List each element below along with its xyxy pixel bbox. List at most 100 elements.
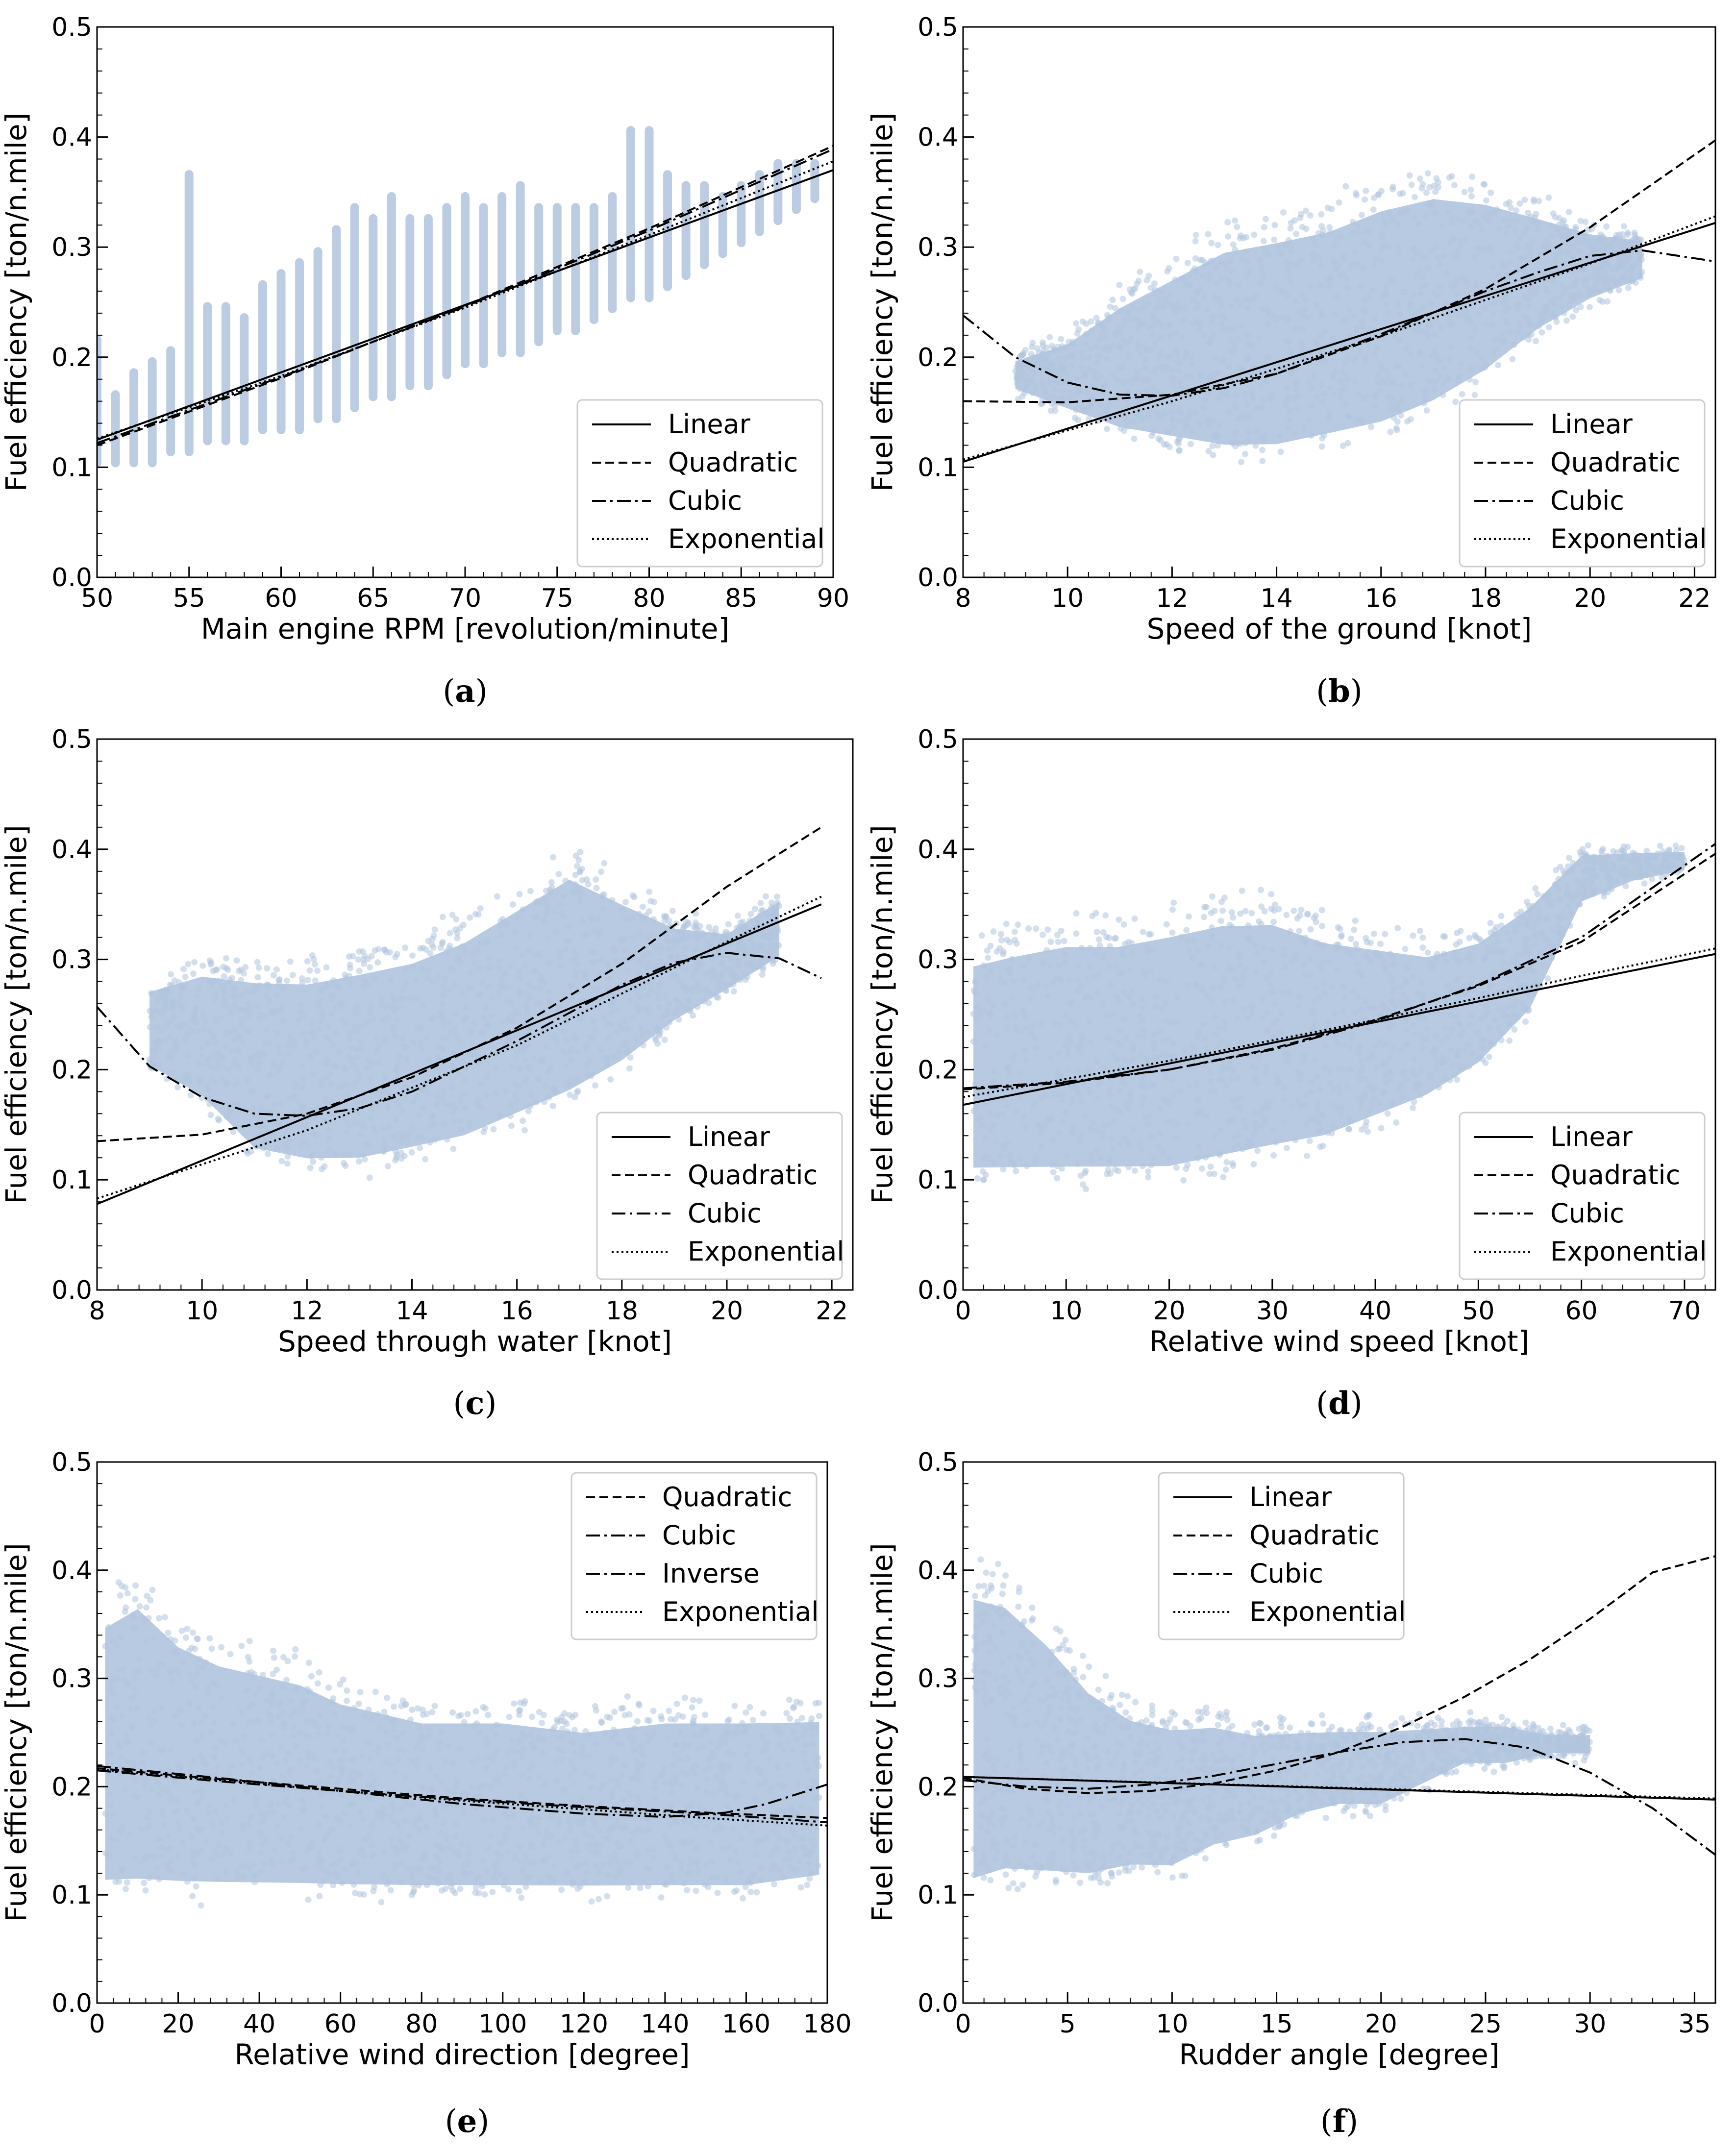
scatter-point [1104, 355, 1111, 362]
scatter-point [1098, 411, 1105, 418]
scatter-point [1136, 1139, 1143, 1146]
scatter-point [1057, 1022, 1064, 1029]
scatter-point [1346, 306, 1353, 313]
scatter-point [541, 1098, 547, 1105]
scatter-point [1307, 212, 1314, 219]
scatter-point [1056, 355, 1063, 362]
scatter-point [1283, 1145, 1290, 1152]
scatter-point [1447, 356, 1454, 363]
scatter-point [1565, 302, 1572, 309]
panel-caption-letter: a [455, 673, 475, 710]
scatter-point [1150, 322, 1157, 329]
scatter-point [332, 1029, 339, 1036]
x-tick-label: 12 [291, 1296, 323, 1326]
scatter-point [978, 932, 985, 939]
scatter-point [460, 1017, 467, 1024]
scatter-point [1190, 268, 1196, 274]
scatter-point [480, 1029, 487, 1036]
scatter-point [562, 877, 569, 884]
scatter-point [290, 1093, 297, 1100]
scatter-point [1466, 209, 1473, 216]
scatter-point [1393, 363, 1400, 370]
scatter-point [442, 975, 448, 982]
scatter-point [409, 1125, 416, 1132]
scatter-point [1461, 1028, 1467, 1035]
scatter-point [1020, 1113, 1027, 1120]
scatter-point [1365, 294, 1372, 301]
scatter-point [1160, 1095, 1166, 1102]
scatter-point [1271, 236, 1278, 243]
scatter-point [1237, 910, 1244, 917]
scatter-point [574, 1077, 581, 1084]
legend-label-quadratic: Quadratic [668, 447, 798, 478]
scatter-point [1505, 1003, 1512, 1010]
scatter-point [246, 1027, 253, 1034]
scatter-point [1454, 930, 1461, 937]
scatter-point [1082, 341, 1089, 347]
scatter-point [1281, 1084, 1288, 1091]
scatter-point [1394, 220, 1401, 227]
scatter-point [1467, 223, 1474, 230]
scatter-point [1212, 1133, 1218, 1139]
scatter-point [245, 989, 251, 995]
scatter-point [430, 932, 437, 939]
scatter-point [1574, 239, 1581, 246]
scatter-point [633, 1001, 640, 1008]
scatter-point [1548, 898, 1555, 905]
scatter-point [1427, 322, 1434, 328]
scatter-point [1443, 1034, 1450, 1041]
scatter-point [656, 949, 663, 956]
scatter-point [1411, 327, 1418, 334]
scatter-point [1530, 924, 1537, 931]
scatter-point [467, 969, 473, 976]
scatter-point [1346, 1126, 1353, 1133]
scatter-point [1302, 934, 1309, 941]
scatter-point [984, 973, 991, 980]
scatter-point [1326, 410, 1333, 417]
scatter-point [1368, 1099, 1375, 1106]
y-tick-label: 0.5 [918, 13, 958, 42]
scatter-point [735, 957, 742, 964]
scatter-point [1070, 1123, 1077, 1130]
scatter-point [1285, 237, 1292, 244]
scatter-point [1166, 332, 1173, 339]
scatter-point [1420, 996, 1427, 1003]
scatter-point [1217, 302, 1224, 309]
scatter-point [1258, 262, 1265, 269]
scatter-point [1038, 1020, 1044, 1027]
scatter-point [593, 885, 600, 892]
scatter-point [403, 981, 410, 988]
scatter-point [325, 1146, 332, 1153]
scatter-point [1324, 204, 1331, 211]
scatter-point [1235, 282, 1242, 289]
scatter-point [1467, 345, 1474, 352]
scatter-point [566, 1050, 572, 1057]
scatter-point [1135, 318, 1141, 324]
scatter-point [1023, 1163, 1030, 1169]
scatter-point [743, 959, 750, 966]
scatter-point [384, 1163, 391, 1169]
scatter-point [1006, 1071, 1013, 1078]
scatter-band [442, 203, 451, 379]
scatter-point [1044, 926, 1051, 933]
scatter-point [1013, 940, 1020, 947]
scatter-point [1432, 992, 1438, 999]
scatter-point [772, 941, 779, 948]
scatter-point [1025, 925, 1032, 932]
scatter-point [993, 1112, 1000, 1119]
scatter-point [356, 967, 363, 974]
scatter-point [400, 1132, 407, 1139]
scatter-point [596, 970, 603, 977]
scatter-point [1229, 997, 1236, 1004]
scatter-point [1195, 319, 1202, 325]
scatter-point [1201, 332, 1208, 339]
scatter-point [545, 1068, 552, 1075]
scatter-point [1292, 297, 1299, 304]
scatter-point [1357, 283, 1364, 290]
scatter-point [1522, 296, 1529, 302]
scatter-point [1553, 252, 1560, 259]
scatter-point [1135, 277, 1142, 284]
scatter-point [1299, 223, 1306, 230]
scatter-point [1253, 428, 1260, 435]
scatter-point [1642, 872, 1649, 879]
